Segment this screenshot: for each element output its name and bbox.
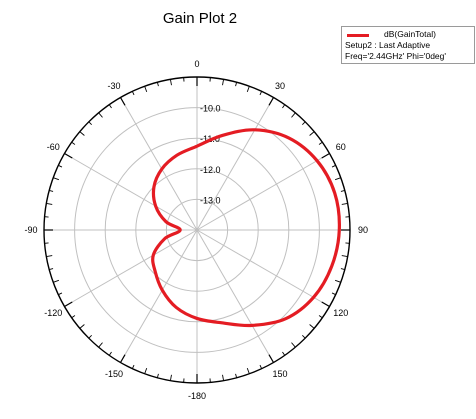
radial-tick-label: -13.0 (200, 195, 221, 205)
minor-tick (58, 164, 63, 168)
legend: dB(GainTotal) Setup2 : Last Adaptive Fre… (341, 26, 475, 64)
angle-ticks (44, 77, 350, 383)
minor-tick (340, 189, 345, 192)
minor-tick (318, 141, 323, 145)
minor-tick (169, 79, 172, 86)
minor-tick (131, 364, 135, 369)
angle-tick-label: -120 (44, 308, 62, 318)
grid-spoke (64, 153, 198, 231)
minor-tick (340, 268, 345, 271)
grid-spoke (196, 229, 330, 307)
major-tick (321, 301, 330, 308)
angle-tick-labels: 0 30 60 90 120 150 -180 -150 -120 -90 -60 -30 (24, 59, 368, 401)
series-line-gaintotal (151, 128, 341, 328)
minor-tick (79, 324, 85, 329)
minor-tick (334, 279, 341, 283)
radial-tick-label: -10.0 (200, 104, 221, 114)
angle-tick-label: -90 (24, 225, 37, 235)
major-tick (321, 152, 330, 159)
minor-tick (88, 335, 92, 339)
angle-tick-label: -180 (188, 391, 206, 401)
minor-tick (169, 374, 172, 381)
angle-tick-label: -150 (105, 369, 123, 379)
minor-tick (331, 164, 336, 168)
minor-tick (309, 324, 315, 329)
grid-spoke (196, 229, 274, 363)
minor-tick (88, 121, 92, 125)
angle-tick-label: 90 (358, 225, 368, 235)
minor-tick (235, 82, 238, 87)
chart-title: Gain Plot 2 (162, 10, 238, 27)
minor-tick (291, 112, 296, 118)
minor-tick (144, 367, 148, 374)
minor-tick (334, 177, 341, 181)
angle-tick-label: 60 (336, 142, 346, 152)
minor-tick (341, 255, 348, 258)
grid-spoke (120, 229, 198, 363)
minor-tick (222, 374, 225, 381)
angle-tick-label: -60 (47, 142, 60, 152)
minor-tick (53, 279, 60, 283)
minor-tick (98, 342, 103, 348)
minor-tick (282, 104, 286, 109)
angle-tick-label: -30 (107, 81, 120, 91)
legend-swatch (347, 34, 369, 37)
minor-tick (341, 202, 348, 205)
minor-tick (108, 351, 112, 356)
grid-spoke (120, 97, 198, 231)
minor-tick (259, 364, 263, 369)
grid-spoke (64, 229, 198, 307)
series-layer (151, 128, 341, 328)
major-tick (268, 97, 275, 106)
minor-tick (259, 91, 263, 96)
minor-tick (156, 373, 159, 378)
minor-tick (58, 292, 63, 296)
minor-tick (71, 141, 76, 145)
angle-tick-label: 30 (275, 81, 285, 91)
minor-tick (79, 131, 85, 136)
minor-tick (282, 351, 286, 356)
minor-tick (302, 121, 306, 125)
minor-tick (49, 189, 54, 192)
radial-tick-label: -12.0 (200, 165, 221, 175)
major-tick (119, 97, 126, 106)
major-tick (64, 301, 73, 308)
minor-tick (49, 268, 54, 271)
minor-tick (108, 104, 112, 109)
minor-tick (331, 292, 336, 296)
legend-setup-line: Setup2 : Last Adaptive (345, 40, 431, 50)
angle-tick-label: 150 (272, 369, 287, 379)
minor-tick (222, 79, 225, 86)
radial-tick-labels: -10.0-11.0-12.0-13.0 (200, 104, 221, 206)
major-tick (64, 152, 73, 159)
legend-series-label: dB(GainTotal) (384, 29, 436, 39)
minor-tick (235, 373, 238, 378)
grid-spoke (196, 153, 330, 231)
minor-tick (46, 202, 53, 205)
minor-tick (53, 177, 60, 181)
minor-tick (318, 315, 323, 319)
angle-tick-label: 120 (333, 308, 348, 318)
minor-tick (302, 335, 306, 339)
minor-tick (98, 112, 103, 118)
minor-tick (71, 315, 76, 319)
legend-freq-line: Freq='2.44GHz' Phi='0deg' (345, 51, 446, 61)
minor-tick (144, 86, 148, 93)
minor-tick (246, 86, 250, 93)
minor-tick (46, 255, 53, 258)
grid-spoke (196, 97, 274, 231)
minor-tick (156, 82, 159, 87)
angle-tick-label: 0 (194, 59, 199, 69)
minor-tick (246, 367, 250, 374)
minor-tick (309, 131, 315, 136)
major-tick (268, 354, 275, 363)
minor-tick (131, 91, 135, 96)
major-tick (119, 354, 126, 363)
minor-tick (291, 342, 296, 348)
